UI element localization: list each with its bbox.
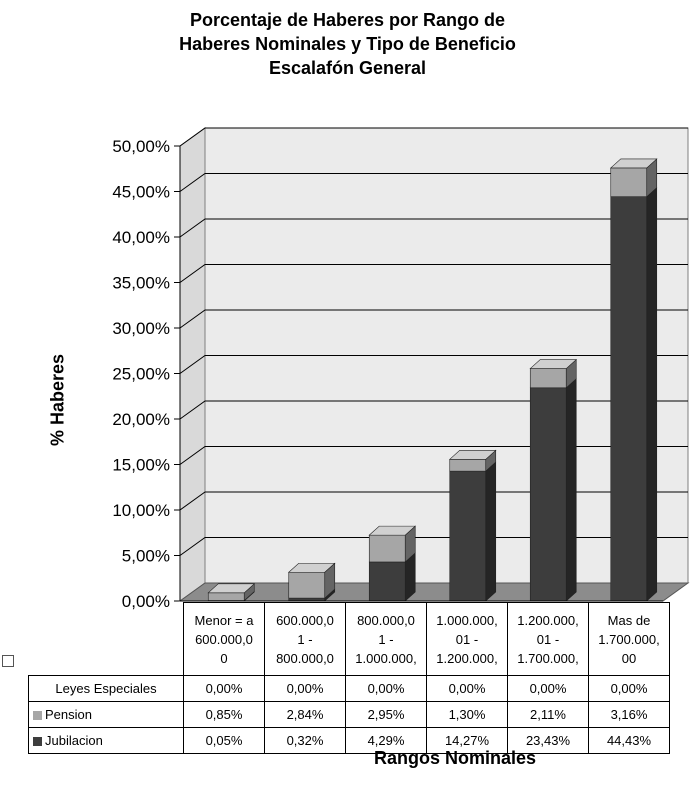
data-label: 0,00% <box>507 675 589 702</box>
bar-pension <box>288 571 326 599</box>
data-table: Menor = a 600.000,0 0 600.000,0 1 -800.000,… <box>28 602 670 754</box>
table-row-jubilacion: Jubilacion 0,05% 0,32% 4,29% 14,27% 23,4… <box>28 727 670 754</box>
y-tick-label: 30,00% <box>112 319 170 338</box>
bar-pension <box>368 534 406 563</box>
bar-side <box>485 461 497 602</box>
series-label-jubilacion: Jubilacion <box>28 727 184 754</box>
data-label: 2,84% <box>264 701 346 728</box>
data-label: 4,29% <box>345 727 427 754</box>
gridline <box>179 218 688 238</box>
chart-title-line-3: Escalafón General <box>268 58 427 78</box>
bar-pension <box>449 459 487 472</box>
data-label: 0,00% <box>183 675 265 702</box>
y-tick-label: 50,00% <box>112 137 170 156</box>
jubilacion-swatch <box>33 737 42 746</box>
data-label: 0,00% <box>426 675 508 702</box>
table-corner-cell <box>29 603 184 676</box>
bar-side <box>646 187 658 602</box>
series-label-pension: Pension <box>28 701 184 728</box>
y-tick-label: 0,00% <box>122 592 170 611</box>
y-tick-label: 10,00% <box>112 501 170 520</box>
category-label-5: 1.200.000, 01 -1.700.000, <box>507 602 589 676</box>
y-tick-label: 20,00% <box>112 410 170 429</box>
legend-empty-box <box>2 655 14 667</box>
chart-title-line-2: Haberes Nominales y Tipo de Beneficio <box>179 34 516 54</box>
bar-side <box>565 378 577 602</box>
bar-top <box>448 450 497 460</box>
y-tick-label: 25,00% <box>112 365 170 384</box>
y-axis-label: % Haberes <box>47 353 68 447</box>
bar-pension <box>207 592 245 601</box>
gridline <box>179 127 688 147</box>
category-label-3: 800.000,0 1 -1.000.000, <box>345 602 427 676</box>
gridline <box>179 446 688 465</box>
y-tick-label: 35,00% <box>112 274 170 293</box>
gridline <box>179 537 688 556</box>
table-row-pension: Pension 0,85% 2,84% 2,95% 1,30% 2,11% 3,… <box>28 701 670 728</box>
category-label-6: Mas de 1.700.000, 00 <box>588 602 670 676</box>
gridline <box>179 264 688 283</box>
data-label: 1,30% <box>426 701 508 728</box>
data-label: 2,11% <box>507 701 589 728</box>
data-label: 3,16% <box>588 701 670 728</box>
gridline <box>179 491 688 511</box>
series-label-leyes-especiales: Leyes Especiales <box>28 675 184 702</box>
bar-top <box>287 562 336 573</box>
bar-jubilacion <box>449 470 487 602</box>
y-tick-label: 15,00% <box>112 456 170 475</box>
data-label: 0,00% <box>264 675 346 702</box>
data-label: 0,00% <box>588 675 670 702</box>
table-header-row: Menor = a 600.000,0 0 600.000,0 1 -800.000,… <box>29 602 670 676</box>
category-label-4: 1.000.000, 01 -1.200.000, <box>426 602 508 676</box>
bar-pension <box>610 167 648 197</box>
chart-title-line-1: Porcentaje de Haberes por Rango de <box>189 10 506 30</box>
y-tick-label: 45,00% <box>112 183 170 202</box>
data-label: 0,05% <box>183 727 265 754</box>
category-label-1: Menor = a 600.000,0 0 <box>183 602 265 676</box>
bar-top <box>207 583 256 594</box>
category-label-2: 600.000,0 1 -800.000,0 <box>264 602 346 676</box>
gridline <box>179 355 688 374</box>
bar-jubilacion <box>368 561 406 602</box>
bar-top <box>609 158 658 169</box>
data-label: 0,00% <box>345 675 427 702</box>
gridline <box>179 173 688 192</box>
y-tick-label: 5,00% <box>122 547 170 566</box>
x-axis-label: Rangos Nominales <box>373 748 537 768</box>
y-tick-label: 40,00% <box>112 228 170 247</box>
chart-title: Porcentaje de Haberes por Rango de Haber… <box>0 8 695 80</box>
pension-swatch <box>33 711 42 720</box>
bar-jubilacion <box>610 196 648 602</box>
table-row-leyes-especiales: Leyes Especiales 0,00% 0,00% 0,00% 0,00%… <box>28 675 670 702</box>
data-label: 0,85% <box>183 701 265 728</box>
data-label: 44,43% <box>588 727 670 754</box>
bar-jubilacion <box>529 387 567 602</box>
gridline <box>179 400 688 420</box>
gridline <box>179 309 688 329</box>
data-label: 2,95% <box>345 701 427 728</box>
data-label: 23,43% <box>507 727 589 754</box>
bar-top <box>529 359 578 369</box>
bar-pension <box>529 368 567 389</box>
data-label: 14,27% <box>426 727 508 754</box>
bar-top <box>368 525 417 536</box>
